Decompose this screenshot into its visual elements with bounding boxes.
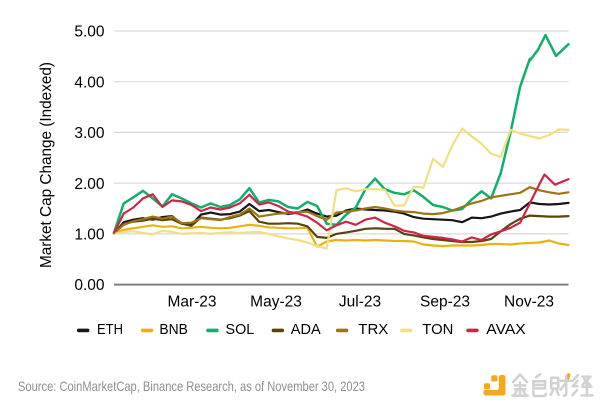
svg-text:May-23: May-23 <box>250 294 302 311</box>
svg-text:Source: CoinMarketCap, Binance: Source: CoinMarketCap, Binance Research,… <box>18 378 365 394</box>
svg-text:SOL: SOL <box>226 321 255 338</box>
svg-text:3.00: 3.00 <box>74 125 105 142</box>
svg-text:ADA: ADA <box>291 321 321 338</box>
svg-text:Jul-23: Jul-23 <box>339 294 381 311</box>
svg-text:ETH: ETH <box>97 321 123 338</box>
svg-text:Nov-23: Nov-23 <box>504 294 554 311</box>
svg-text:5.00: 5.00 <box>74 24 105 41</box>
svg-text:2.00: 2.00 <box>74 176 105 193</box>
svg-text:0.00: 0.00 <box>74 277 105 294</box>
svg-text:Sep-23: Sep-23 <box>420 294 470 311</box>
svg-text:BNB: BNB <box>159 321 188 338</box>
svg-text:1.00: 1.00 <box>74 227 105 244</box>
svg-text:4.00: 4.00 <box>74 74 105 91</box>
svg-text:AVAX: AVAX <box>486 321 525 338</box>
svg-text:TRX: TRX <box>358 321 388 338</box>
svg-text:Market Cap Change (Indexed): Market Cap Change (Indexed) <box>38 62 55 268</box>
svg-text:Mar-23: Mar-23 <box>167 294 216 311</box>
svg-text:TON: TON <box>422 321 453 338</box>
